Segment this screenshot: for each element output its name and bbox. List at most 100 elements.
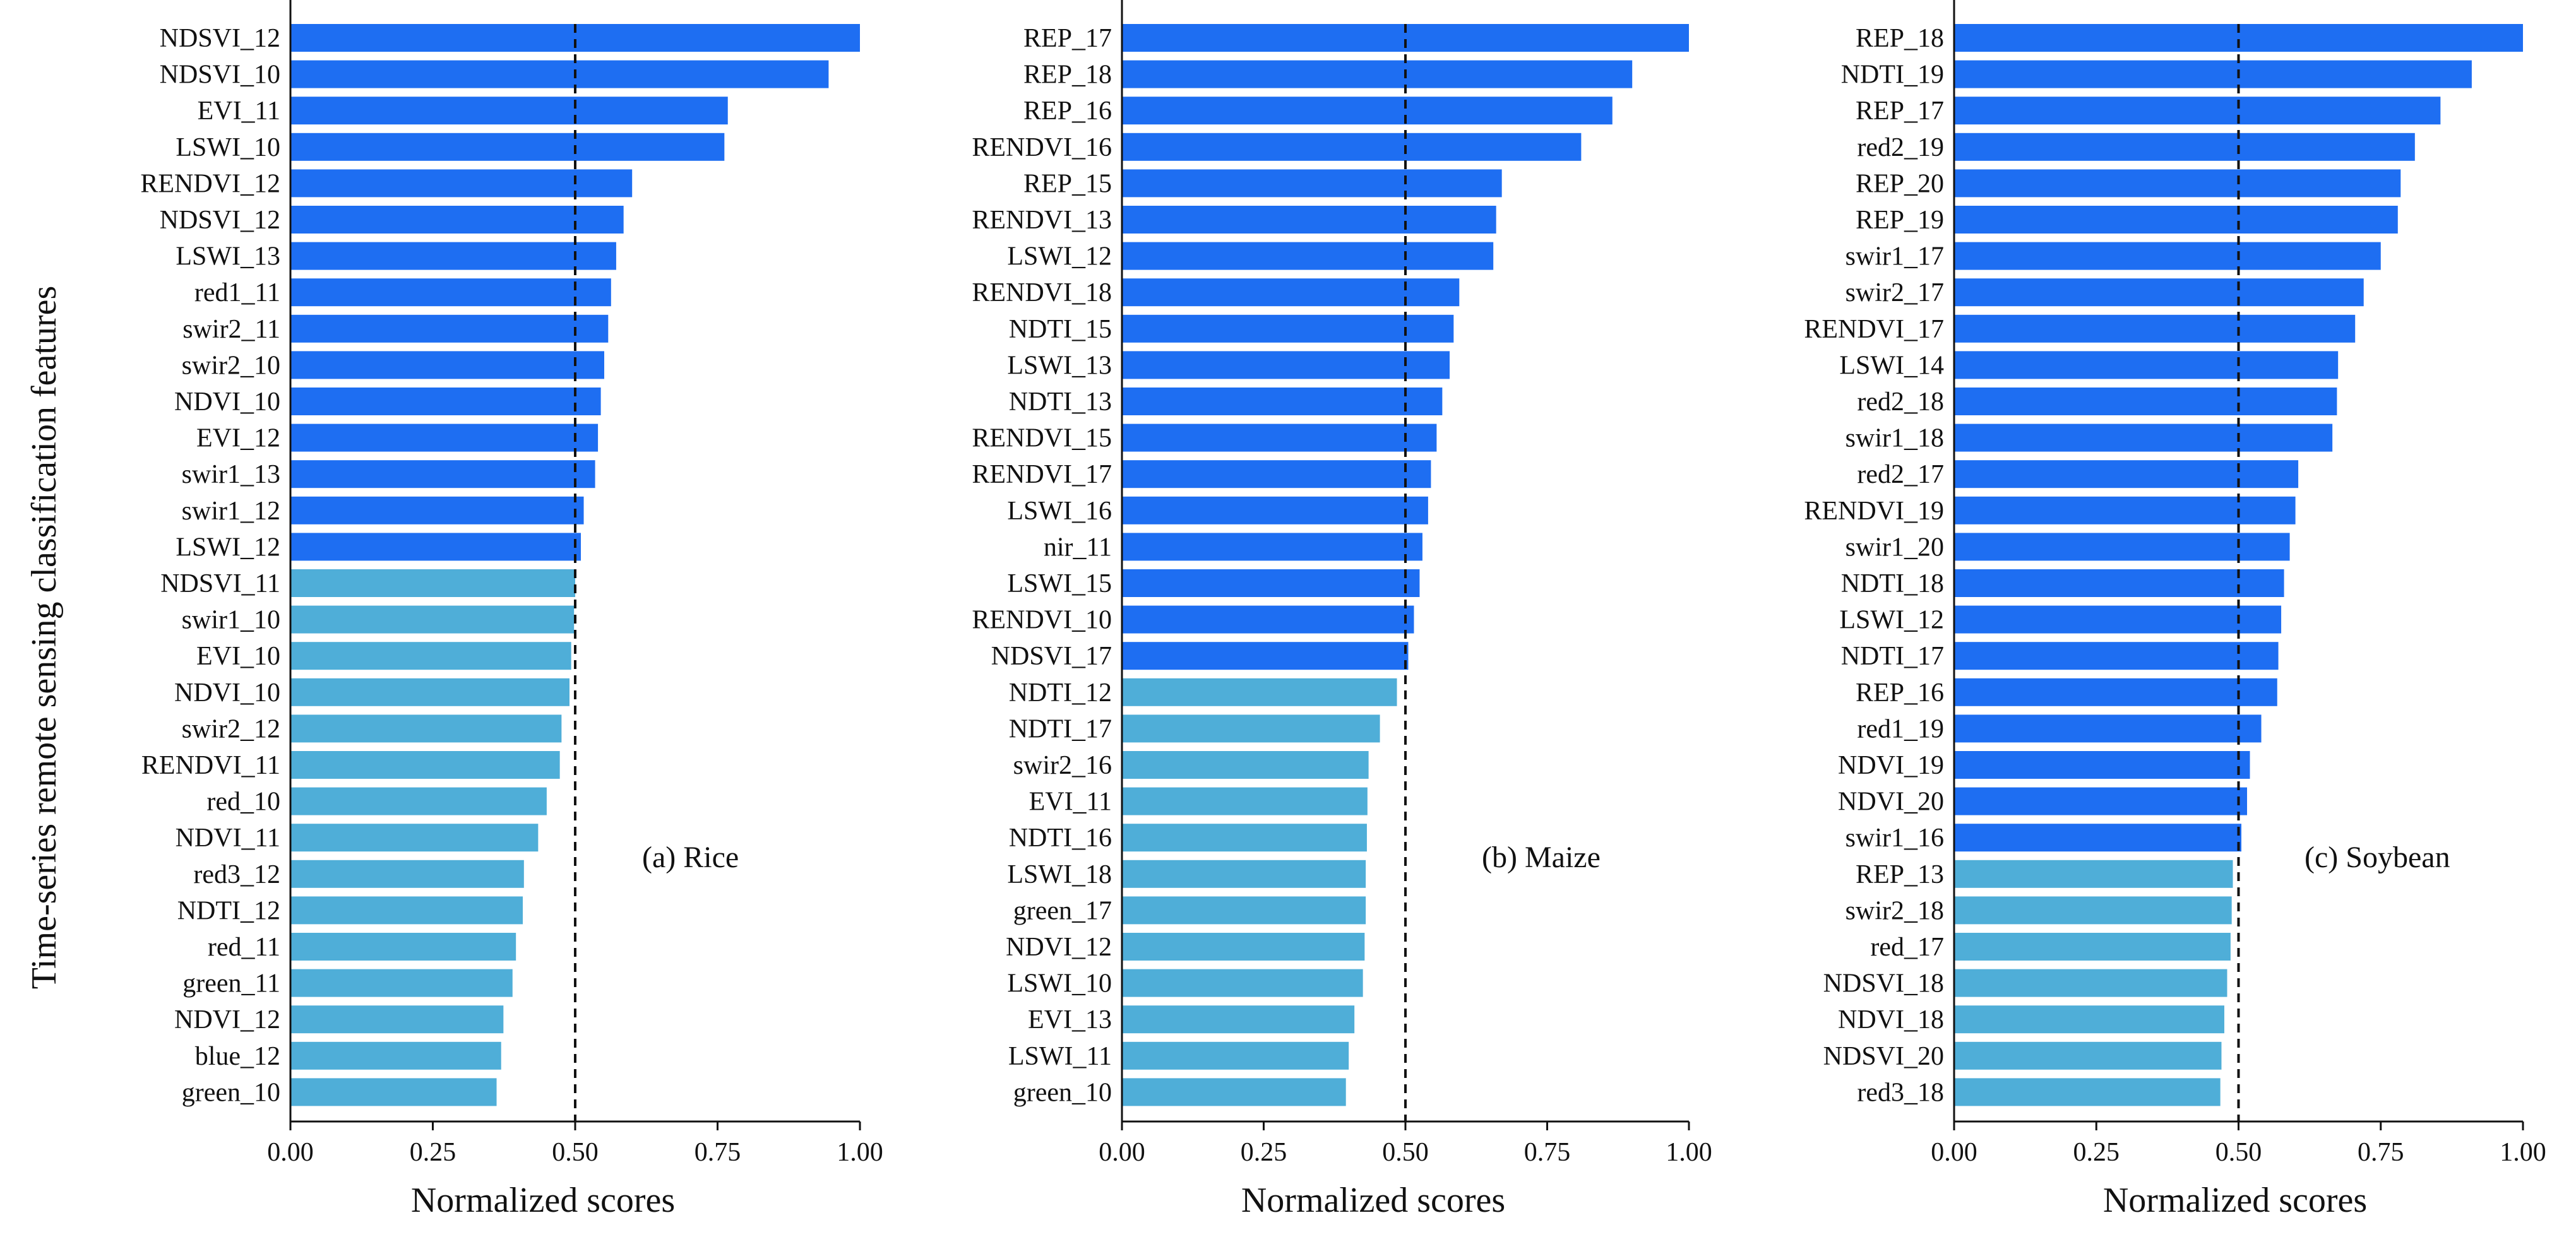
rice-category-label: NDVI_11	[176, 824, 280, 853]
rice-category-label: green_10	[182, 1078, 280, 1107]
maize-x-tick-label: 1.00	[1666, 1138, 1712, 1167]
maize-bar	[1122, 1005, 1355, 1034]
rice-category-label: LSWI_13	[176, 242, 280, 271]
maize-bar	[1122, 714, 1380, 743]
maize-bar	[1122, 751, 1369, 779]
soybean-category-label: swir1_20	[1846, 533, 1944, 562]
soybean-category-label: NDSVI_18	[1823, 969, 1944, 998]
soybean-category-label: NDTI_19	[1841, 61, 1944, 90]
rice-bar	[290, 787, 547, 815]
rice-category-label: swir1_10	[182, 606, 280, 635]
soybean-bar	[1954, 1005, 2224, 1034]
soybean-category-label: NDVI_20	[1838, 788, 1944, 817]
rice-bar	[290, 896, 523, 925]
maize-bar	[1122, 860, 1366, 888]
soybean-bar	[1954, 1078, 2221, 1106]
soybean-bar	[1954, 605, 2282, 634]
maize-bar	[1122, 533, 1422, 561]
maize-bar	[1122, 278, 1460, 307]
soybean-bar	[1954, 97, 2441, 125]
soybean-category-label: REP_20	[1856, 169, 1944, 198]
soybean-category-label: NDVI_18	[1838, 1005, 1944, 1034]
maize-bar	[1122, 678, 1397, 706]
maize-category-label: NDTI_15	[1009, 315, 1112, 344]
rice-category-label: EVI_10	[196, 642, 280, 671]
soybean-category-label: swir2_17	[1846, 278, 1944, 307]
rice-category-label: NDTI_12	[177, 896, 280, 925]
soybean-bar	[1954, 933, 2231, 961]
soybean-bar	[1954, 169, 2401, 198]
rice-x-tick-label: 1.00	[837, 1138, 883, 1167]
maize-bar	[1122, 787, 1368, 815]
maize-category-label: EVI_11	[1029, 788, 1112, 817]
soybean-category-label: swir1_16	[1846, 824, 1944, 853]
maize-category-label: EVI_13	[1028, 1005, 1112, 1034]
rice-bar	[290, 860, 524, 888]
soybean-category-label: LSWI_14	[1839, 351, 1944, 380]
rice-category-label: LSWI_12	[176, 533, 280, 562]
maize-x-tick-label: 0.00	[1099, 1138, 1145, 1167]
rice-category-label: swir2_11	[182, 315, 280, 344]
maize-bar	[1122, 423, 1437, 452]
rice-panel-label: (a) Rice	[642, 841, 739, 874]
maize-category-label: RENDVI_16	[972, 133, 1112, 162]
soybean-x-tick-label: 0.00	[1931, 1138, 1977, 1167]
rice-bar	[290, 242, 616, 270]
maize-bar	[1122, 206, 1496, 234]
rice-bar	[290, 1078, 497, 1106]
soybean-bar	[1954, 60, 2472, 88]
maize-bar	[1122, 60, 1633, 88]
maize-bar	[1122, 314, 1454, 343]
maize-category-label: RENDVI_10	[972, 606, 1112, 635]
rice-bar	[290, 1041, 501, 1070]
soybean-bar	[1954, 351, 2339, 379]
maize-bar	[1122, 97, 1613, 125]
maize-bar	[1122, 169, 1502, 198]
soybean-bar	[1954, 714, 2262, 743]
maize-category-label: RENDVI_15	[972, 424, 1112, 453]
maize-category-label: LSWI_18	[1007, 860, 1112, 889]
soybean-bar	[1954, 1041, 2222, 1070]
soybean-category-label: REP_17	[1856, 97, 1944, 126]
rice-bar	[290, 351, 605, 379]
rice-category-label: swir2_12	[182, 714, 280, 743]
soybean-bar	[1954, 860, 2233, 888]
maize-category-label: REP_16	[1023, 97, 1112, 126]
soybean-category-label: red2_18	[1857, 388, 1944, 417]
rice-bar	[290, 933, 516, 961]
soybean-bar	[1954, 751, 2250, 779]
soybean-bar	[1954, 206, 2398, 234]
soybean-bar	[1954, 569, 2284, 597]
maize-bar	[1122, 969, 1363, 997]
rice-bar	[290, 496, 584, 524]
rice-bar	[290, 423, 599, 452]
rice-category-label: NDSVI_12	[160, 24, 280, 53]
maize-category-label: REP_15	[1023, 169, 1112, 198]
maize-category-label: REP_18	[1023, 61, 1112, 90]
rice-bar	[290, 824, 539, 852]
maize-x-tick-label: 0.50	[1382, 1138, 1429, 1167]
soybean-category-label: red2_19	[1857, 133, 1944, 162]
maize-category-label: RENDVI_13	[972, 206, 1112, 235]
rice-category-label: swir2_10	[182, 351, 280, 380]
maize-category-label: green_17	[1013, 896, 1112, 925]
rice-category-label: green_11	[182, 969, 280, 998]
soybean-panel: (c) Soybean Normalized scores REP_18 NDTI…	[1804, 0, 2546, 1220]
rice-x-tick-label: 0.25	[410, 1138, 456, 1167]
soybean-category-label: RENDVI_17	[1804, 315, 1944, 344]
rice-category-label: NDSVI_10	[160, 61, 280, 90]
maize-category-label: RENDVI_18	[972, 278, 1112, 307]
rice-bar	[290, 714, 562, 743]
rice-bar	[290, 206, 624, 234]
soybean-panel-label: (c) Soybean	[2305, 841, 2450, 874]
soybean-bar	[1954, 133, 2415, 161]
rice-category-label: RENDVI_11	[141, 751, 280, 780]
soybean-category-label: swir1_17	[1846, 242, 1944, 271]
maize-x-tick-label: 0.75	[1524, 1138, 1571, 1167]
rice-category-label: NDSVI_12	[160, 206, 280, 235]
maize-category-label: swir2_16	[1013, 751, 1112, 780]
rice-category-label: red3_12	[193, 860, 280, 889]
maize-category-label: LSWI_13	[1007, 351, 1112, 380]
soybean-bar	[1954, 642, 2279, 670]
rice-category-label: red_10	[206, 788, 280, 817]
